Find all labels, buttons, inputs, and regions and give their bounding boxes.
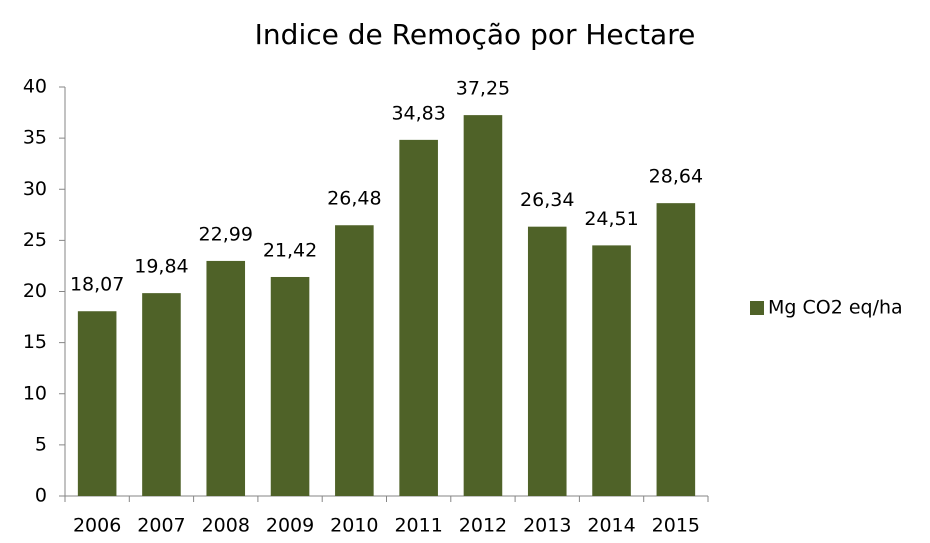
- x-tick-label: 2015: [652, 515, 700, 537]
- legend-label: Mg CO2 eq/ha: [768, 297, 903, 319]
- y-tick-label: 15: [23, 331, 47, 353]
- x-tick-label: 2012: [459, 515, 507, 537]
- bar: [399, 139, 438, 496]
- bar: [270, 276, 310, 496]
- data-label: 19,84: [134, 256, 188, 278]
- data-label: 21,42: [263, 239, 317, 261]
- data-label: 22,99: [199, 223, 253, 245]
- chart-title: Indice de Remoção por Hectare: [255, 18, 696, 51]
- data-label: 37,25: [456, 78, 510, 100]
- y-tick-label: 20: [23, 280, 47, 302]
- data-label: 18,07: [70, 274, 124, 296]
- x-tick-label: 2011: [394, 515, 442, 537]
- bar: [142, 293, 181, 496]
- data-label: 26,34: [520, 189, 574, 211]
- x-tick-label: 2008: [202, 515, 250, 537]
- bar: [206, 260, 246, 496]
- bar: [77, 311, 117, 496]
- bar: [463, 115, 503, 497]
- y-tick-label: 35: [23, 127, 47, 149]
- x-tick-label: 2013: [523, 515, 571, 537]
- bar: [592, 245, 631, 496]
- data-label: 34,83: [391, 102, 445, 124]
- bar: [335, 225, 374, 496]
- y-tick-label: 0: [35, 485, 47, 507]
- data-label: 28,64: [649, 166, 703, 188]
- y-tick-label: 40: [23, 76, 47, 98]
- legend-swatch: [750, 301, 764, 315]
- y-tick-label: 10: [23, 382, 47, 404]
- x-tick-label: 2014: [587, 515, 635, 537]
- y-tick-label: 5: [35, 433, 47, 455]
- data-label: 26,48: [327, 188, 381, 210]
- bar: [656, 203, 696, 496]
- x-tick-label: 2007: [137, 515, 185, 537]
- y-tick-label: 25: [23, 229, 47, 251]
- y-tick-label: 30: [23, 178, 47, 200]
- x-tick-label: 2006: [73, 515, 121, 537]
- bar: [527, 226, 567, 496]
- x-tick-label: 2010: [330, 515, 378, 537]
- data-label: 24,51: [584, 208, 638, 230]
- x-tick-label: 2009: [266, 515, 314, 537]
